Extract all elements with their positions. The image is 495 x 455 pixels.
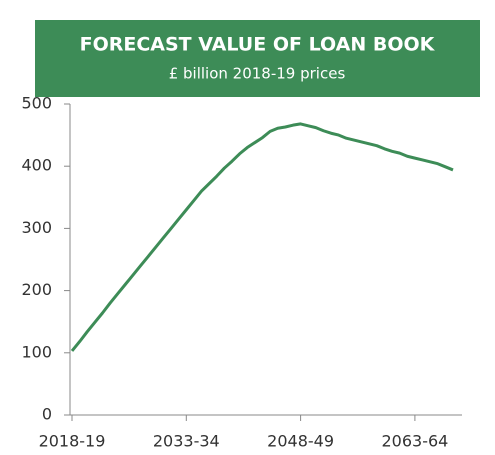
- y-tick-label: 200: [21, 280, 52, 299]
- x-tick-label: 2018-19: [39, 432, 106, 451]
- y-tick-label: 100: [21, 342, 52, 361]
- chart-title: FORECAST VALUE OF LOAN BOOK: [80, 34, 436, 56]
- y-tick-label: 0: [42, 405, 52, 424]
- x-tick-label: 2048-49: [267, 432, 334, 451]
- x-tick-label: 2033-34: [153, 432, 220, 451]
- x-tick-label: 2063-64: [381, 432, 448, 451]
- y-tick-label: 500: [21, 94, 52, 113]
- chart-subtitle: £ billion 2018-19 prices: [169, 65, 346, 83]
- line-series: [70, 122, 454, 352]
- y-tick-label: 400: [21, 156, 52, 175]
- y-tick-label: 300: [21, 218, 52, 237]
- header-band: [35, 20, 480, 97]
